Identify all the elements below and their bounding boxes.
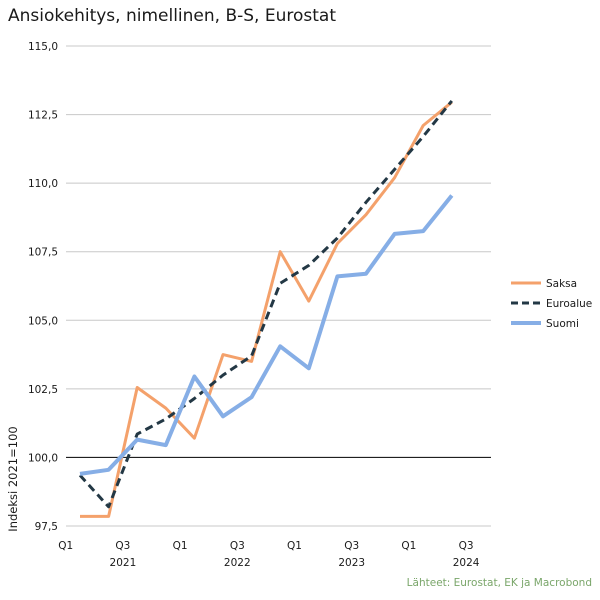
- legend-label-saksa: Saksa: [546, 278, 577, 290]
- y-tick-label: 110,0: [28, 178, 58, 190]
- y-axis-label: Indeksi 2021=100: [6, 426, 20, 531]
- y-tick-label: 97,5: [35, 521, 58, 533]
- x-year-label: 2022: [224, 557, 251, 569]
- y-tick-label: 100,0: [28, 452, 58, 464]
- x-tick-label: Q1: [173, 540, 188, 552]
- gridlines: [66, 45, 491, 527]
- series-line-suomi: [79, 194, 454, 476]
- x-tick-label: Q3: [230, 540, 245, 552]
- series-lines: [78, 99, 454, 518]
- x-tick-label: Q3: [459, 540, 474, 552]
- x-tick-label: Q1: [58, 540, 73, 552]
- y-tick-label: 102,5: [28, 384, 58, 396]
- y-tick-label: 107,5: [28, 247, 58, 259]
- y-axis-ticks: 97,5 100,0 102,5 105,0 107,5 110,0 112,5 115,0: [28, 41, 58, 533]
- y-tick-label: 112,5: [28, 110, 58, 122]
- x-year-label: 2023: [338, 557, 365, 569]
- source-note: Lähteet: Eurostat, EK ja Macrobond: [406, 577, 592, 589]
- x-year-label: 2024: [453, 557, 480, 569]
- y-tick-label: 115,0: [28, 41, 58, 53]
- series-line-saksa: [80, 101, 453, 518]
- x-tick-label: Q3: [344, 540, 359, 552]
- x-axis-ticks: Q1 Q3 Q1 Q3 Q1 Q3 Q1 Q3 2021 2022 2023 2024: [58, 540, 480, 569]
- chart-title: Ansiokehitys, nimellinen, B-S, Eurostat: [8, 6, 337, 26]
- x-tick-label: Q1: [287, 540, 302, 552]
- x-year-label: 2021: [110, 557, 137, 569]
- legend-label-euroalue: Euroalue: [546, 298, 592, 310]
- legend: Saksa Euroalue Suomi: [511, 278, 592, 330]
- x-tick-label: Q3: [115, 540, 130, 552]
- x-tick-label: Q1: [401, 540, 416, 552]
- legend-label-suomi: Suomi: [546, 318, 579, 330]
- y-tick-label: 105,0: [28, 315, 58, 327]
